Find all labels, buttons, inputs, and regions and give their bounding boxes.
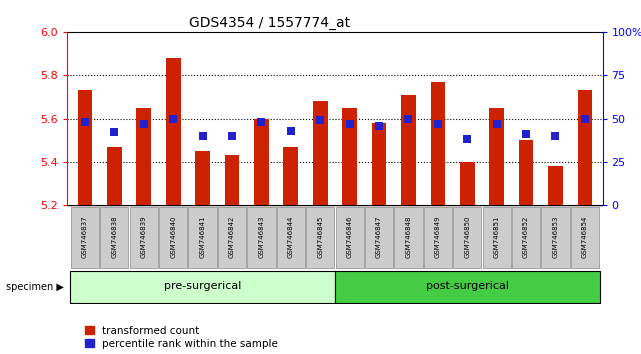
FancyBboxPatch shape <box>159 207 187 268</box>
Point <box>551 133 561 139</box>
Text: specimen ▶: specimen ▶ <box>6 282 64 292</box>
Bar <box>283 147 298 205</box>
Bar <box>137 108 151 205</box>
FancyBboxPatch shape <box>335 271 599 303</box>
FancyBboxPatch shape <box>100 207 128 268</box>
Text: GSM746843: GSM746843 <box>258 216 264 258</box>
Point <box>315 118 326 123</box>
Text: GSM746854: GSM746854 <box>582 216 588 258</box>
FancyBboxPatch shape <box>218 207 246 268</box>
Bar <box>460 162 474 205</box>
Point <box>80 119 90 125</box>
Text: GSM746842: GSM746842 <box>229 216 235 258</box>
Bar <box>107 147 122 205</box>
FancyBboxPatch shape <box>335 207 363 268</box>
Bar <box>548 166 563 205</box>
FancyBboxPatch shape <box>129 207 158 268</box>
Text: GDS4354 / 1557774_at: GDS4354 / 1557774_at <box>188 16 350 30</box>
Point <box>521 131 531 137</box>
Point <box>138 121 149 127</box>
Bar <box>224 155 239 205</box>
Text: post-surgerical: post-surgerical <box>426 281 509 291</box>
Point <box>579 116 590 121</box>
Bar <box>166 58 181 205</box>
Text: GSM746837: GSM746837 <box>82 216 88 258</box>
Text: pre-surgerical: pre-surgerical <box>164 281 241 291</box>
FancyBboxPatch shape <box>71 271 335 303</box>
Bar <box>196 151 210 205</box>
Point <box>227 133 237 139</box>
Point <box>286 128 296 133</box>
Text: GSM746853: GSM746853 <box>553 216 558 258</box>
Text: GSM746844: GSM746844 <box>288 216 294 258</box>
Point <box>168 116 178 121</box>
Bar <box>578 90 592 205</box>
Bar <box>254 119 269 205</box>
Text: GSM746847: GSM746847 <box>376 216 382 258</box>
Bar <box>489 108 504 205</box>
FancyBboxPatch shape <box>247 207 276 268</box>
FancyBboxPatch shape <box>394 207 422 268</box>
Text: GSM746840: GSM746840 <box>170 216 176 258</box>
Point <box>462 137 472 142</box>
FancyBboxPatch shape <box>483 207 511 268</box>
FancyBboxPatch shape <box>365 207 393 268</box>
Text: GSM746851: GSM746851 <box>494 216 500 258</box>
Point <box>433 121 443 127</box>
FancyBboxPatch shape <box>570 207 599 268</box>
FancyBboxPatch shape <box>188 207 217 268</box>
FancyBboxPatch shape <box>306 207 335 268</box>
FancyBboxPatch shape <box>71 207 99 268</box>
Text: GSM746848: GSM746848 <box>406 216 412 258</box>
FancyBboxPatch shape <box>453 207 481 268</box>
Bar <box>431 82 445 205</box>
Legend: transformed count, percentile rank within the sample: transformed count, percentile rank withi… <box>85 326 278 349</box>
Text: GSM746849: GSM746849 <box>435 216 441 258</box>
Point <box>197 133 208 139</box>
Text: GSM746845: GSM746845 <box>317 216 323 258</box>
Point <box>109 130 119 135</box>
Point <box>344 121 354 127</box>
Bar <box>313 101 328 205</box>
Bar <box>372 123 387 205</box>
Text: GSM746839: GSM746839 <box>141 216 147 258</box>
Point <box>403 116 413 121</box>
Point <box>256 119 267 125</box>
Text: GSM746850: GSM746850 <box>464 216 470 258</box>
FancyBboxPatch shape <box>277 207 305 268</box>
Point <box>492 121 502 127</box>
Bar <box>519 140 533 205</box>
FancyBboxPatch shape <box>542 207 570 268</box>
Text: GSM746852: GSM746852 <box>523 216 529 258</box>
Point <box>374 123 384 129</box>
FancyBboxPatch shape <box>424 207 452 268</box>
Bar <box>342 108 357 205</box>
FancyBboxPatch shape <box>512 207 540 268</box>
Text: GSM746841: GSM746841 <box>199 216 206 258</box>
Bar <box>401 95 416 205</box>
Text: GSM746838: GSM746838 <box>112 216 117 258</box>
Bar <box>78 90 92 205</box>
Text: GSM746846: GSM746846 <box>347 216 353 258</box>
